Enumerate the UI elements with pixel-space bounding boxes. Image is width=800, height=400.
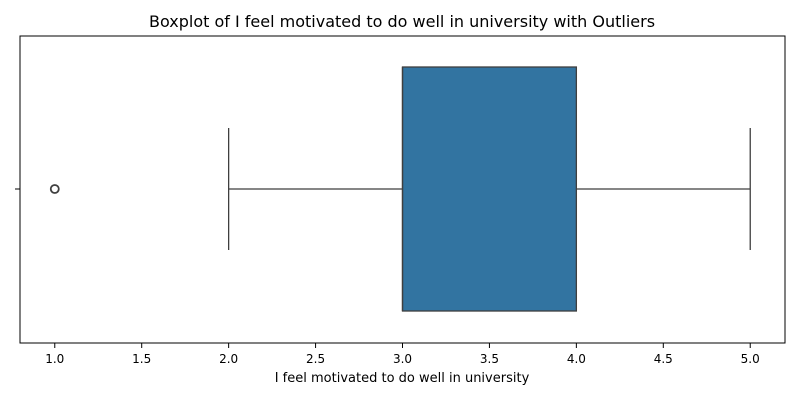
x-tick-label: 3.5 <box>480 352 499 366</box>
x-tick-label: 5.0 <box>741 352 760 366</box>
x-tick-label: 4.0 <box>567 352 586 366</box>
x-tick-label: 2.5 <box>306 352 325 366</box>
box-group <box>49 66 751 312</box>
x-tick-label: 2.0 <box>219 352 238 366</box>
x-axis: 1.0 1.5 2.0 2.5 3.0 3.5 4.0 4.5 5.0 <box>45 343 760 366</box>
chart-title: Boxplot of I feel motivated to do well i… <box>149 12 655 31</box>
x-tick-label: 4.5 <box>654 352 673 366</box>
x-tick-label: 1.0 <box>45 352 64 366</box>
x-axis-label: I feel motivated to do well in universit… <box>275 371 530 386</box>
x-tick-label: 1.5 <box>132 352 151 366</box>
outlier-point <box>49 184 60 194</box>
x-tick-label: 3.0 <box>393 352 412 366</box>
iqr-box <box>401 66 578 312</box>
